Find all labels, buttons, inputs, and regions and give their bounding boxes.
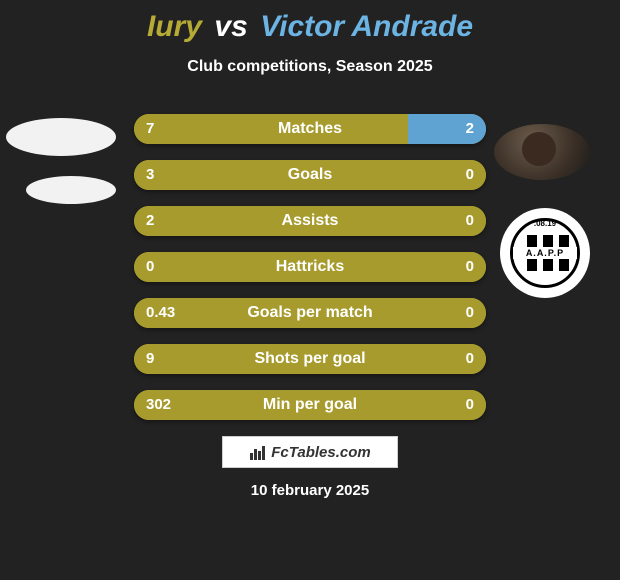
player1-name: Iury [147,10,202,43]
fctables-logo: FcTables.com [222,436,398,468]
player1-club-placeholder [26,176,116,204]
title-vs: vs [214,10,247,43]
stat-bar: 90Shots per goal [134,344,486,374]
comparison-bars: 72Matches 30Goals 20Assists 00Hattricks 0.43… [134,114,486,420]
player2-club-badge: .08.19 A.A.P.P [500,208,590,298]
stat-bar: 00Hattricks [134,252,486,282]
stat-label: Shots per goal [134,344,486,374]
subtitle: Club competitions, Season 2025 [0,58,620,76]
stat-label: Goals per match [134,298,486,328]
player2-name: Victor Andrade [260,10,473,43]
stat-label: Hattricks [134,252,486,282]
stat-bar: 72Matches [134,114,486,144]
footer-date: 10 february 2025 [0,482,620,499]
stat-label: Min per goal [134,390,486,420]
stat-label: Assists [134,206,486,236]
stat-bar: 20Assists [134,206,486,236]
stat-bar: 0.430Goals per match [134,298,486,328]
stat-label: Matches [134,114,486,144]
stat-label: Goals [134,160,486,190]
badge-top-text: .08.19 [513,219,577,228]
club-badge-inner: .08.19 A.A.P.P [510,218,580,288]
stat-bar: 30Goals [134,160,486,190]
badge-initials: A.A.P.P [513,247,577,259]
stat-bar: 3020Min per goal [134,390,486,420]
player1-photo-placeholder [6,118,116,156]
footer-brand-text: FcTables.com [271,444,370,461]
bar-chart-icon [249,443,267,461]
comparison-title: Iury vs Victor Andrade [0,0,620,44]
player2-photo [494,124,590,180]
